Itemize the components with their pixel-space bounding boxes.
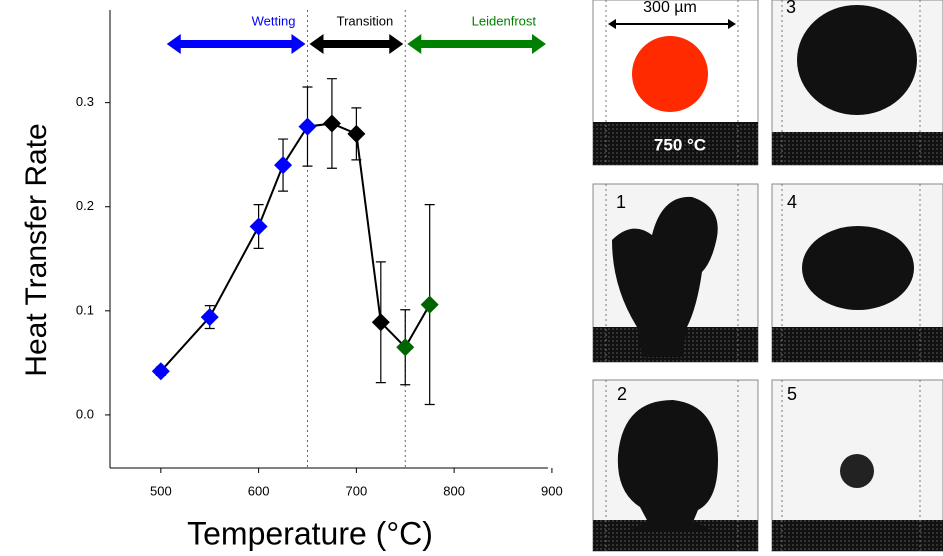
y-tick-label: 0.2 xyxy=(76,198,94,213)
panel-1: 1 xyxy=(592,183,759,363)
regime-label: Transition xyxy=(337,13,394,28)
panel-5: 5 xyxy=(771,379,943,552)
regime-arrow xyxy=(309,34,404,54)
panel-2: 2 xyxy=(592,379,759,552)
data-point xyxy=(347,124,366,143)
data-point xyxy=(420,295,439,314)
panel-label: 5 xyxy=(787,384,797,404)
y-tick-label: 0.3 xyxy=(76,94,94,109)
regime-label: Leidenfrost xyxy=(472,13,537,28)
data-point xyxy=(151,362,170,381)
x-tick-label: 900 xyxy=(541,483,563,498)
scale-label: 300 µm xyxy=(643,0,697,16)
x-tick-label: 600 xyxy=(248,483,270,498)
panel-label: 3 xyxy=(786,0,796,17)
panel-label: 4 xyxy=(787,192,797,212)
data-point xyxy=(200,308,219,327)
x-tick-label: 800 xyxy=(443,483,465,498)
data-point xyxy=(274,156,293,175)
panel-label: 1 xyxy=(616,192,626,212)
y-axis-label: Heat Transfer Rate xyxy=(20,123,53,376)
panel-0: 300 µm 750 °C xyxy=(592,0,759,166)
x-tick-label: 700 xyxy=(346,483,368,498)
data-point xyxy=(249,217,268,236)
x-axis-label: Temperature (°C) xyxy=(187,515,433,551)
y-tick-label: 0.1 xyxy=(76,302,94,317)
x-tick-label: 500 xyxy=(150,483,172,498)
panel-3: 3 xyxy=(771,0,943,166)
regime-label: Wetting xyxy=(252,13,296,28)
regime-arrow xyxy=(166,34,306,54)
y-tick-label: 0.0 xyxy=(76,406,94,421)
image-panels: 300 µm 750 °C 3 1 4 xyxy=(592,0,943,552)
data-point xyxy=(396,338,415,357)
data-point xyxy=(322,114,341,133)
data-point xyxy=(371,313,390,332)
data-point xyxy=(298,117,317,136)
regime-arrow xyxy=(407,34,546,54)
panel-label: 2 xyxy=(617,384,627,404)
panel-4: 4 xyxy=(771,183,943,363)
data-line xyxy=(160,122,431,372)
temperature-label: 750 °C xyxy=(654,135,706,154)
